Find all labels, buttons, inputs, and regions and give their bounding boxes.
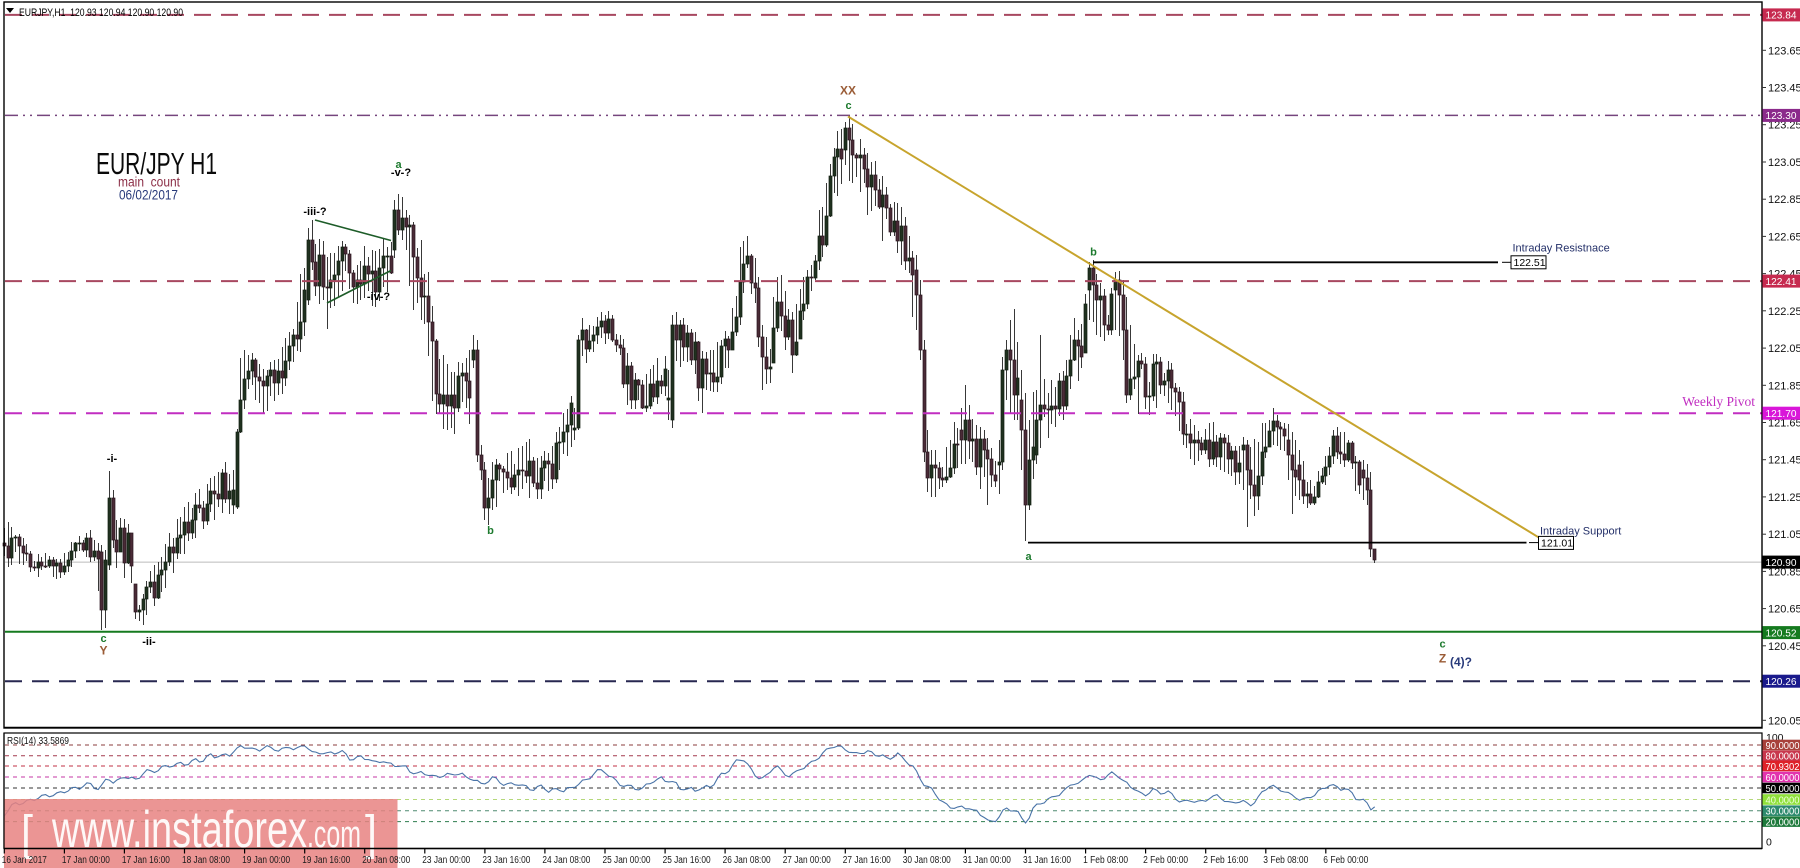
svg-text:-iii-?: -iii-? — [303, 206, 326, 218]
svg-text:16 Jan 2017: 16 Jan 2017 — [2, 855, 47, 866]
svg-text:123.45: 123.45 — [1768, 83, 1800, 95]
svg-text:20 Jan 08:00: 20 Jan 08:00 — [362, 855, 410, 866]
svg-text:121.25: 121.25 — [1768, 492, 1800, 504]
svg-text:120.65: 120.65 — [1768, 604, 1800, 616]
svg-text:23 Jan 16:00: 23 Jan 16:00 — [482, 855, 530, 866]
svg-text:17 Jan 16:00: 17 Jan 16:00 — [122, 855, 170, 866]
svg-text:122.05: 122.05 — [1768, 343, 1800, 355]
svg-text:2 Feb 00:00: 2 Feb 00:00 — [1143, 855, 1188, 866]
svg-text:25 Jan 00:00: 25 Jan 00:00 — [603, 855, 651, 866]
svg-text:122.41: 122.41 — [1766, 277, 1797, 288]
svg-text:120.05: 120.05 — [1768, 715, 1800, 727]
svg-text:90.0000: 90.0000 — [1766, 741, 1800, 752]
svg-text:123.84: 123.84 — [1766, 11, 1797, 22]
svg-text:31 Jan 16:00: 31 Jan 16:00 — [1023, 855, 1071, 866]
svg-text:120.45: 120.45 — [1768, 641, 1800, 653]
svg-text:122.25: 122.25 — [1768, 306, 1800, 318]
svg-text:-iv-?: -iv-? — [367, 291, 391, 303]
svg-text:122.65: 122.65 — [1768, 231, 1800, 243]
svg-text:EURJPY,H1 120.93 120.94 120.9: EURJPY,H1 120.93 120.94 120.90 120.90 — [19, 7, 183, 19]
svg-text:120.85: 120.85 — [1768, 566, 1800, 578]
svg-text:70.9302: 70.9302 — [1766, 762, 1800, 773]
svg-text:30 Jan 08:00: 30 Jan 08:00 — [903, 855, 951, 866]
svg-text:18 Jan 08:00: 18 Jan 08:00 — [182, 855, 230, 866]
svg-text:c: c — [845, 100, 851, 112]
svg-text:2 Feb 16:00: 2 Feb 16:00 — [1203, 855, 1248, 866]
svg-text:1 Feb 08:00: 1 Feb 08:00 — [1083, 855, 1128, 866]
svg-text:24 Jan 08:00: 24 Jan 08:00 — [542, 855, 590, 866]
svg-text:www.instaforex: www.instaforex — [51, 801, 307, 859]
svg-text:b: b — [487, 525, 494, 537]
svg-text:40.0000: 40.0000 — [1766, 795, 1800, 806]
svg-text:121.70: 121.70 — [1766, 409, 1797, 420]
svg-text:121.45: 121.45 — [1768, 455, 1800, 467]
svg-text:06/02/2017: 06/02/2017 — [119, 188, 178, 203]
svg-text:-v-?: -v-? — [391, 167, 411, 179]
svg-text:(4)?: (4)? — [1450, 655, 1472, 669]
svg-text:27 Jan 00:00: 27 Jan 00:00 — [783, 855, 831, 866]
svg-text:80.0000: 80.0000 — [1766, 752, 1800, 763]
svg-text:Weekly Pivot: Weekly Pivot — [1682, 394, 1755, 409]
svg-text:19 Jan 00:00: 19 Jan 00:00 — [242, 855, 290, 866]
svg-text:123.30: 123.30 — [1766, 111, 1797, 122]
svg-text:19 Jan 16:00: 19 Jan 16:00 — [302, 855, 350, 866]
svg-text:0: 0 — [1766, 837, 1772, 849]
svg-text:121.65: 121.65 — [1768, 418, 1800, 430]
svg-text:a: a — [1025, 551, 1032, 563]
svg-text:31 Jan 00:00: 31 Jan 00:00 — [963, 855, 1011, 866]
svg-text:23 Jan 00:00: 23 Jan 00:00 — [422, 855, 470, 866]
svg-text:.com: .com — [307, 814, 361, 856]
svg-text:123.05: 123.05 — [1768, 157, 1800, 169]
svg-text:XX: XX — [840, 84, 856, 98]
svg-text:60.0000: 60.0000 — [1766, 773, 1800, 784]
svg-text:17 Jan 00:00: 17 Jan 00:00 — [62, 855, 110, 866]
svg-text:120.26: 120.26 — [1766, 677, 1797, 688]
svg-text:b: b — [1090, 247, 1097, 259]
svg-text:20.0000: 20.0000 — [1766, 817, 1800, 828]
svg-text:120.52: 120.52 — [1766, 628, 1797, 639]
svg-text:121.01: 121.01 — [1541, 538, 1573, 550]
svg-text:121.85: 121.85 — [1768, 380, 1800, 392]
svg-text:-ii-: -ii- — [142, 636, 156, 648]
svg-text:123.25: 123.25 — [1768, 120, 1800, 132]
svg-text:26 Jan 08:00: 26 Jan 08:00 — [723, 855, 771, 866]
svg-text:50.0000: 50.0000 — [1766, 784, 1800, 795]
svg-text:a: a — [395, 159, 402, 171]
svg-text:Intraday Support: Intraday Support — [1540, 526, 1621, 538]
svg-text:122.85: 122.85 — [1768, 194, 1800, 206]
svg-text:120.90: 120.90 — [1766, 558, 1797, 569]
svg-text:6 Feb 00:00: 6 Feb 00:00 — [1323, 855, 1368, 866]
svg-text:Y: Y — [99, 644, 107, 658]
svg-text:121.05: 121.05 — [1768, 529, 1800, 541]
svg-text:]: ] — [365, 807, 377, 860]
svg-text:30.0000: 30.0000 — [1766, 807, 1800, 818]
svg-text:122.51: 122.51 — [1514, 257, 1546, 269]
svg-text:c: c — [100, 633, 106, 645]
svg-text:-i-: -i- — [107, 453, 118, 465]
svg-text:Intraday Resistnace: Intraday Resistnace — [1513, 243, 1610, 255]
svg-text:Z: Z — [1439, 652, 1446, 666]
svg-text:123.65: 123.65 — [1768, 45, 1800, 57]
svg-text:c: c — [1439, 639, 1445, 651]
svg-text:3 Feb 08:00: 3 Feb 08:00 — [1263, 855, 1308, 866]
svg-text:27 Jan 16:00: 27 Jan 16:00 — [843, 855, 891, 866]
svg-text:main count: main count — [118, 175, 180, 190]
svg-text:25 Jan 16:00: 25 Jan 16:00 — [663, 855, 711, 866]
svg-text:RSI(14) 33.5869: RSI(14) 33.5869 — [7, 735, 69, 747]
svg-text:EUR/JPY H1: EUR/JPY H1 — [96, 146, 217, 181]
svg-text:[: [ — [21, 807, 33, 860]
